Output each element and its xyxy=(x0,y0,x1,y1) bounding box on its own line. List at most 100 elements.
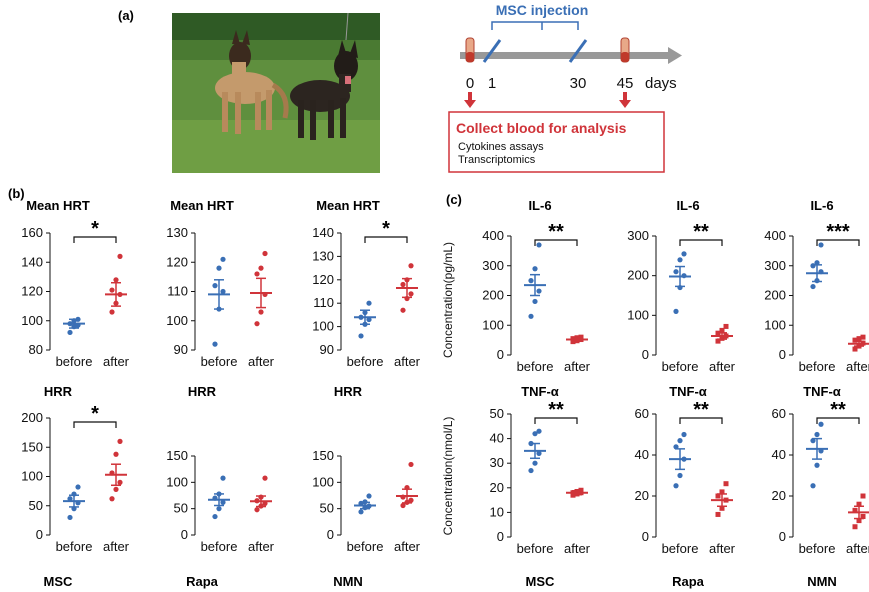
data-point xyxy=(212,341,218,347)
timeline-tick: 1 xyxy=(488,75,496,92)
data-point xyxy=(528,278,534,284)
x-tick-label: before xyxy=(347,539,384,554)
x-tick-label: after xyxy=(564,359,591,374)
y-tick-label: 0 xyxy=(327,527,334,542)
data-point xyxy=(117,479,123,485)
x-tick-label: after xyxy=(248,354,275,369)
data-point xyxy=(856,336,862,342)
data-point xyxy=(860,514,866,519)
chart-c_tnf_rapa: TNF-α 0 20 40 60 before after ** xyxy=(635,384,736,556)
significance-bracket xyxy=(816,239,860,246)
data-point xyxy=(220,475,226,481)
y-tick-label: 50 xyxy=(29,498,43,513)
analysis-box xyxy=(448,111,665,173)
chart-title: Mean HRT xyxy=(26,198,90,213)
y-tick-label: 40 xyxy=(772,447,786,462)
x-tick-label: before xyxy=(56,539,93,554)
x-tick-label: after xyxy=(394,539,421,554)
data-point xyxy=(673,444,679,450)
data-point xyxy=(536,450,542,456)
x-tick-label: before xyxy=(662,359,699,374)
data-point xyxy=(810,283,816,290)
data-point xyxy=(723,323,729,329)
significance-label: ** xyxy=(548,399,564,421)
data-point xyxy=(113,277,119,283)
data-point xyxy=(852,524,858,530)
y-tick-label: 100 xyxy=(627,307,649,322)
data-point xyxy=(220,256,226,262)
y-tick-label: 60 xyxy=(772,406,786,421)
data-point xyxy=(814,260,820,266)
chart-c_tnf_nmn: TNF-α 0 20 40 60 before after ** xyxy=(772,384,869,556)
x-tick-label: before xyxy=(201,539,238,554)
x-tick-label: before xyxy=(201,354,238,369)
y-tick-label: 40 xyxy=(490,431,504,446)
data-point xyxy=(818,421,824,427)
chart-title: IL-6 xyxy=(676,198,699,213)
data-point xyxy=(536,288,542,294)
group-label-c-nmn: NMN xyxy=(807,574,837,589)
significance-bracket xyxy=(73,421,117,428)
x-tick-label: before xyxy=(517,541,554,556)
significance-label: * xyxy=(91,403,99,425)
x-tick-label: before xyxy=(347,354,384,369)
y-tick-label: 80 xyxy=(29,342,43,357)
chart-b_hrr_rapa: HRR 0 50 100 150 before after xyxy=(166,384,274,554)
chart-title: IL-6 xyxy=(528,198,551,213)
data-point xyxy=(673,308,679,314)
y-tick-label: 100 xyxy=(166,474,188,489)
data-point xyxy=(258,309,264,315)
dog-icon xyxy=(290,12,358,140)
y-tick-label: 50 xyxy=(320,501,334,516)
panel-label-b: (b) xyxy=(8,186,25,201)
x-tick-label: after xyxy=(103,354,130,369)
data-point xyxy=(528,313,534,319)
injection-bracket xyxy=(491,21,579,30)
timeline-arrowhead xyxy=(668,47,682,64)
data-point xyxy=(814,431,820,438)
y-tick-label: 150 xyxy=(21,439,43,454)
x-tick-label: before xyxy=(56,354,93,369)
chart-title: HRR xyxy=(188,384,217,399)
y-tick-label: 20 xyxy=(490,480,504,495)
data-point xyxy=(536,428,542,434)
timeline-tick: 45 xyxy=(617,75,634,92)
y-tick-label: 100 xyxy=(21,313,43,328)
y-tick-label: 50 xyxy=(490,406,504,421)
y-tick-label: 40 xyxy=(635,447,649,462)
y-tick-label: 0 xyxy=(779,347,786,362)
significance-label: * xyxy=(382,218,390,240)
y-tick-label: 400 xyxy=(482,228,504,243)
y-tick-label: 120 xyxy=(312,272,334,287)
y-tick-label: 30 xyxy=(490,455,504,470)
data-point xyxy=(574,335,580,341)
analysis-box-item: Transcriptomics xyxy=(458,154,536,166)
data-point xyxy=(254,507,260,513)
data-point xyxy=(578,334,584,340)
data-point xyxy=(258,265,264,271)
x-tick-label: after xyxy=(394,354,421,369)
data-point xyxy=(408,263,414,269)
y-tick-label: 140 xyxy=(21,254,43,269)
data-point xyxy=(719,489,725,495)
y-tick-label: 300 xyxy=(627,228,649,243)
ylabel-tnf: Concentration(nmol/L) xyxy=(441,417,455,536)
data-point xyxy=(113,486,119,492)
data-point xyxy=(75,484,81,490)
analysis-box-title: Collect blood for analysis xyxy=(456,120,627,136)
y-tick-label: 100 xyxy=(312,474,334,489)
chart-title: Mean HRT xyxy=(170,198,234,213)
data-point xyxy=(532,266,538,272)
red-arrow-icon xyxy=(619,100,631,108)
data-point xyxy=(113,451,119,457)
y-tick-label: 100 xyxy=(166,313,188,328)
data-point xyxy=(673,269,679,275)
data-point xyxy=(723,481,729,487)
data-point xyxy=(532,431,538,437)
data-point xyxy=(810,483,816,489)
y-tick-label: 0 xyxy=(497,529,504,544)
data-point xyxy=(366,493,372,499)
syringe-icon xyxy=(568,39,588,63)
data-point xyxy=(852,337,858,343)
